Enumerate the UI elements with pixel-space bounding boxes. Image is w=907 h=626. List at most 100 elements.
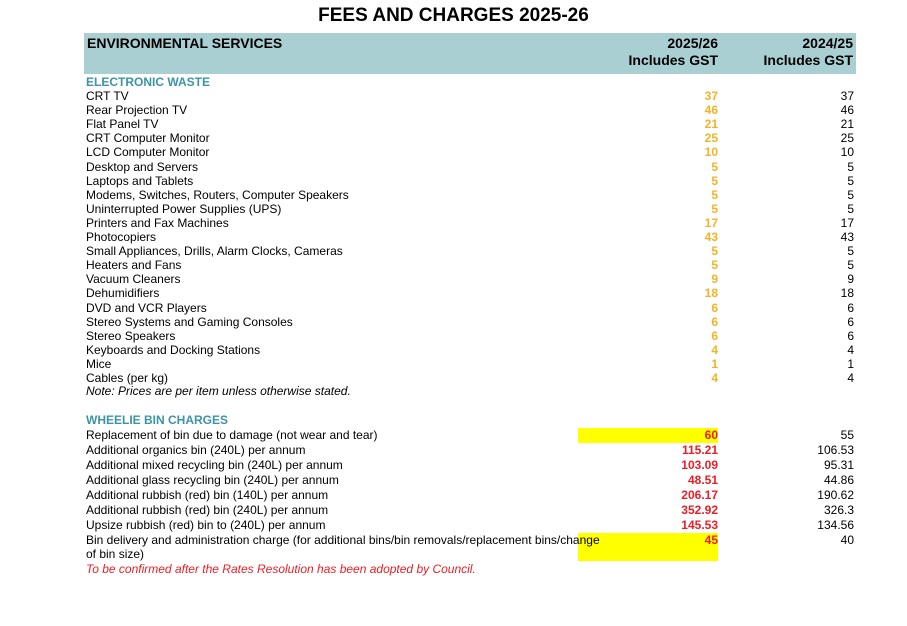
row-label: Additional rubbish (red) bin (140L) per … [86, 488, 329, 502]
value-2025: 5 [711, 244, 718, 259]
value-2025: 48.51 [687, 473, 718, 487]
value-2024: 9 [847, 272, 854, 287]
table-row: Printers and Fax Machines 17 17 [86, 216, 856, 230]
row-label: Upsize rubbish (red) bin to (240L) per a… [86, 518, 326, 532]
value-2025: 21 [704, 117, 718, 132]
value-2024: 18 [840, 286, 854, 301]
value-2024: 326.3 [823, 503, 854, 517]
section-title: ENVIRONMENTAL SERVICES [87, 35, 283, 51]
value-2025: 6 [711, 314, 718, 329]
value-2024: 5 [847, 159, 854, 174]
table-row: Uninterrupted Power Supplies (UPS) 5 5 [86, 202, 856, 216]
col-2025-gst: Includes GST [628, 52, 718, 68]
value-2025: 6 [711, 300, 718, 315]
value-2024: 4 [847, 342, 854, 357]
col-2024-header: 2024/25 Includes GST [764, 35, 853, 69]
row-label: Additional organics bin (240L) per annum [86, 443, 306, 457]
row-label-line2: of bin size) [86, 547, 145, 561]
table-row: Stereo Speakers 6 6 [86, 329, 856, 343]
value-2025: 352.92 [681, 503, 718, 517]
row-label: Stereo Speakers [86, 328, 176, 343]
row-label: Printers and Fax Machines [86, 215, 229, 230]
value-2024: 55 [840, 428, 854, 442]
value-2025: 18 [704, 286, 718, 301]
value-2025: 5 [711, 258, 718, 273]
table-row: Heaters and Fans 5 5 [86, 258, 856, 272]
value-2025: 5 [711, 159, 718, 174]
value-2024: 6 [847, 314, 854, 329]
value-2024: 40 [840, 533, 854, 547]
value-2025: 60 [704, 428, 718, 442]
row-label: Stereo Systems and Gaming Consoles [86, 314, 293, 329]
table-row: Keyboards and Docking Stations 4 4 [86, 343, 856, 357]
value-2025: 25 [704, 131, 718, 146]
value-2025: 45 [704, 533, 718, 547]
table-row: Bin delivery and administration charge (… [86, 533, 856, 563]
value-2024: 5 [847, 258, 854, 273]
table-row: Additional rubbish (red) bin (240L) per … [86, 503, 856, 518]
row-label: Heaters and Fans [86, 258, 182, 273]
value-2024: 95.31 [823, 458, 854, 472]
row-label: Laptops and Tablets [86, 173, 194, 188]
table-row: Upsize rubbish (red) bin to (240L) per a… [86, 518, 856, 533]
value-2024: 4 [847, 371, 854, 385]
value-2025: 145.53 [681, 518, 718, 532]
table-row: Photocopiers 43 43 [86, 230, 856, 244]
row-label: Modems, Switches, Routers, Computer Spea… [86, 187, 349, 202]
row-label: CRT TV [86, 89, 129, 103]
table-row: Replacement of bin due to damage (not we… [86, 428, 856, 443]
col-2025-year: 2025/26 [667, 35, 718, 51]
value-2025: 6 [711, 328, 718, 343]
value-2024: 6 [847, 328, 854, 343]
table-row: CRT TV 37 37 [86, 89, 856, 103]
table-row: Cables (per kg) 4 4 [86, 371, 856, 385]
value-2024: 37 [840, 89, 854, 103]
value-2025: 37 [704, 89, 718, 103]
value-2024: 10 [840, 145, 854, 160]
row-label: Small Appliances, Drills, Alarm Clocks, … [86, 244, 343, 259]
table-row: Vacuum Cleaners 9 9 [86, 272, 856, 286]
value-2024: 190.62 [817, 488, 854, 502]
table-row: Dehumidifiers 18 18 [86, 286, 856, 300]
table-row: Additional glass recycling bin (240L) pe… [86, 473, 856, 488]
row-label: Rear Projection TV [86, 103, 188, 118]
value-2024: 17 [840, 215, 854, 230]
table-row: Mice 1 1 [86, 357, 856, 371]
value-2025: 1 [711, 356, 718, 371]
table-row: Additional organics bin (240L) per annum… [86, 443, 856, 458]
row-label: Mice [86, 356, 112, 371]
ewaste-heading: ELECTRONIC WASTE [86, 75, 211, 89]
table-row: DVD and VCR Players 6 6 [86, 301, 856, 315]
row-label: Bin delivery and administration charge (… [86, 533, 600, 561]
value-2024: 5 [847, 173, 854, 188]
row-label-line1: Bin delivery and administration charge (… [86, 533, 600, 547]
row-label: DVD and VCR Players [86, 300, 207, 315]
table-row: Small Appliances, Drills, Alarm Clocks, … [86, 244, 856, 258]
value-2025: 43 [704, 230, 718, 244]
table-row: Flat Panel TV 21 21 [86, 117, 856, 131]
row-label: Vacuum Cleaners [86, 272, 181, 287]
highlight-cell [578, 533, 718, 561]
row-label: CRT Computer Monitor [86, 131, 210, 146]
row-label: Additional glass recycling bin (240L) pe… [86, 473, 339, 487]
table-row: LCD Computer Monitor 10 10 [86, 145, 856, 159]
value-2024: 21 [840, 117, 854, 132]
row-label: Replacement of bin due to damage (not we… [86, 428, 378, 442]
table-row: Additional rubbish (red) bin (140L) per … [86, 488, 856, 503]
highlight-cell [578, 428, 718, 443]
row-label: Additional rubbish (red) bin (240L) per … [86, 503, 329, 517]
value-2025: 5 [711, 201, 718, 216]
row-label: LCD Computer Monitor [86, 145, 210, 160]
col-2024-gst: Includes GST [763, 52, 853, 68]
value-2024: 5 [847, 244, 854, 259]
value-2024: 106.53 [817, 443, 854, 457]
row-label: Additional mixed recycling bin (240L) pe… [86, 458, 343, 472]
value-2025: 46 [704, 103, 718, 118]
value-2024: 1 [847, 356, 854, 371]
row-label: Flat Panel TV [86, 117, 159, 132]
row-label: Cables (per kg) [86, 371, 169, 385]
value-2024: 5 [847, 187, 854, 202]
table-row: Rear Projection TV 46 46 [86, 103, 856, 117]
page-title: FEES AND CHARGES 2025-26 [318, 5, 589, 26]
council-note: To be confirmed after the Rates Resoluti… [86, 562, 476, 576]
